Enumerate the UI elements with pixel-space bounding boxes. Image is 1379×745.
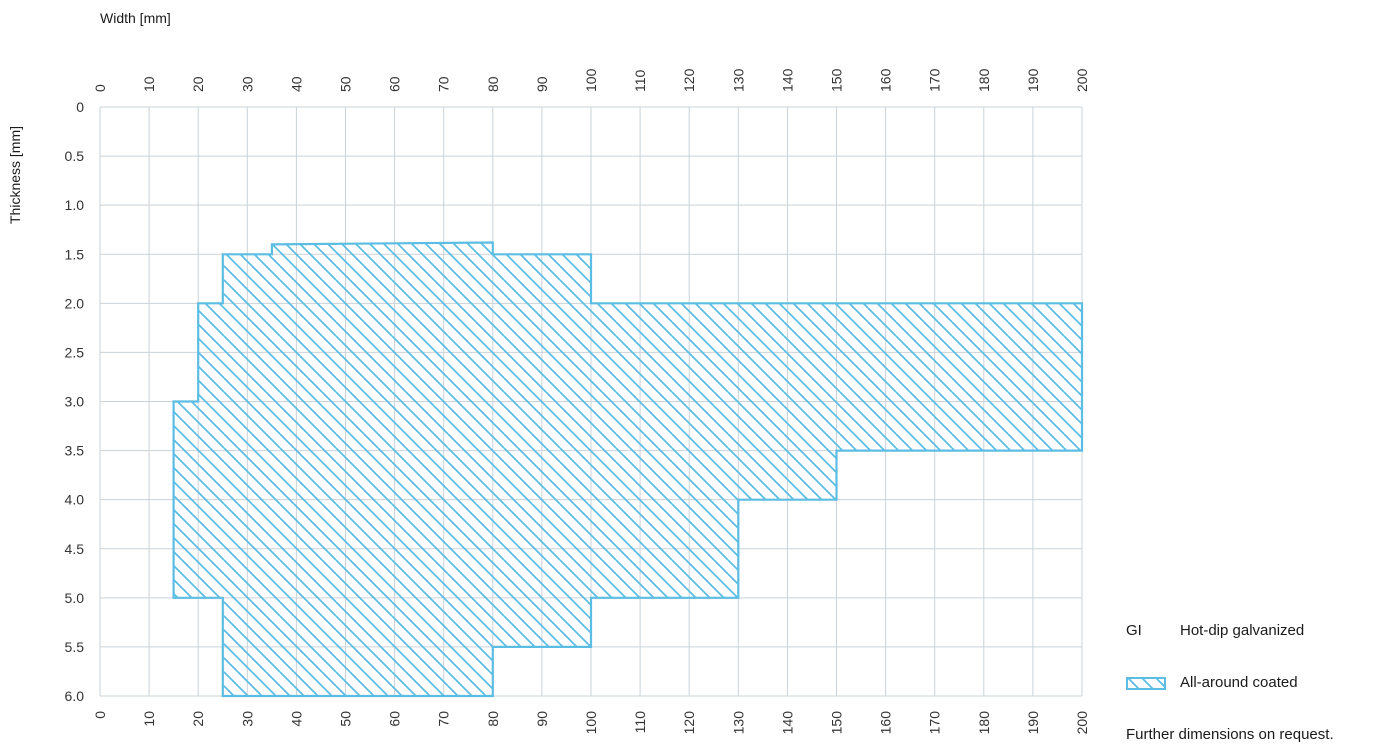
x-tick-label-top: 80 [485, 76, 501, 92]
x-ticks-bottom: 0 10 20 30 40 50 60 70 80 90 100 110 120 130 140 150 160… [92, 711, 1090, 735]
x-tick-label-bottom: 50 [338, 711, 354, 727]
x-tick-label-bottom: 30 [239, 711, 255, 727]
legend-note: Further dimensions on request. [1126, 726, 1334, 743]
x-tick-label-top: 190 [1025, 68, 1041, 92]
x-tick-label-bottom: 160 [878, 711, 894, 735]
x-tick-label-top: 100 [583, 68, 599, 92]
y-tick-label: 2.0 [65, 295, 85, 311]
x-tick-label-bottom: 120 [681, 711, 697, 735]
x-tick-label-top: 90 [534, 76, 550, 92]
x-tick-label-top: 10 [141, 76, 157, 92]
legend-code-text: Hot-dip galvanized [1180, 622, 1305, 639]
x-tick-label-bottom: 70 [436, 711, 452, 727]
x-tick-label-top: 60 [387, 76, 403, 92]
x-tick-label-top: 200 [1074, 68, 1090, 92]
x-tick-label-bottom: 20 [190, 711, 206, 727]
y-tick-label: 0.5 [65, 148, 85, 164]
coverage-area [172, 241, 1084, 698]
y-tick-label: 1.0 [65, 197, 85, 213]
coated-region [172, 241, 1084, 698]
legend-code: GI [1126, 622, 1142, 639]
x-tick-label-top: 130 [730, 68, 746, 92]
y-axis-title: Thickness [mm] [7, 126, 23, 224]
y-tick-label: 6.0 [65, 688, 85, 704]
x-tick-label-bottom: 150 [829, 711, 845, 735]
x-tick-label-top: 120 [681, 68, 697, 92]
hatch-swatch-icon [1126, 677, 1166, 690]
x-tick-label-bottom: 140 [779, 711, 795, 735]
x-tick-label-bottom: 110 [632, 711, 648, 734]
x-tick-label-top: 30 [239, 76, 255, 92]
x-tick-label-top: 180 [976, 68, 992, 92]
x-tick-label-top: 160 [878, 68, 894, 92]
y-ticks: 0 0.5 1.0 1.5 2.0 2.5 3.0 3.5 4.0 4.5 5.0 5.5 6.0 [65, 99, 85, 704]
x-tick-label-bottom: 60 [387, 711, 403, 727]
x-tick-label-top: 70 [436, 76, 452, 92]
x-tick-label-bottom: 40 [288, 711, 304, 727]
x-tick-label-bottom: 10 [141, 711, 157, 727]
x-tick-label-bottom: 200 [1074, 711, 1090, 735]
y-tick-label: 5.0 [65, 590, 85, 606]
x-tick-label-bottom: 100 [583, 711, 599, 735]
x-tick-label-bottom: 190 [1025, 711, 1041, 735]
x-tick-label-bottom: 80 [485, 711, 501, 727]
y-tick-label: 2.5 [65, 344, 85, 360]
y-tick-label: 4.0 [65, 492, 85, 508]
legend-swatch-text: All-around coated [1180, 674, 1298, 691]
y-tick-label: 3.0 [65, 394, 85, 410]
x-tick-label-top: 110 [632, 69, 648, 92]
x-tick-label-top: 170 [927, 68, 943, 92]
x-tick-label-top: 150 [829, 68, 845, 92]
y-tick-label: 4.5 [65, 541, 85, 557]
y-tick-label: 3.5 [65, 443, 85, 459]
x-axis-title: Width [mm] [100, 10, 171, 26]
y-tick-label: 5.5 [65, 639, 85, 655]
x-tick-label-bottom: 90 [534, 711, 550, 727]
x-tick-label-bottom: 130 [730, 711, 746, 735]
x-tick-label-top: 20 [190, 76, 206, 92]
x-tick-label-bottom: 0 [92, 711, 108, 719]
x-tick-label-top: 40 [288, 76, 304, 92]
x-tick-label-top: 140 [779, 68, 795, 92]
x-tick-label-bottom: 180 [976, 711, 992, 735]
x-tick-label-top: 0 [92, 84, 108, 92]
x-ticks-top: 0 10 20 30 40 50 60 70 80 90 100 110 120 130 140 150 160… [92, 68, 1090, 92]
y-tick-label: 1.5 [65, 246, 85, 262]
x-tick-label-bottom: 170 [927, 711, 943, 735]
y-tick-label: 0 [76, 99, 84, 115]
x-tick-label-top: 50 [338, 76, 354, 92]
